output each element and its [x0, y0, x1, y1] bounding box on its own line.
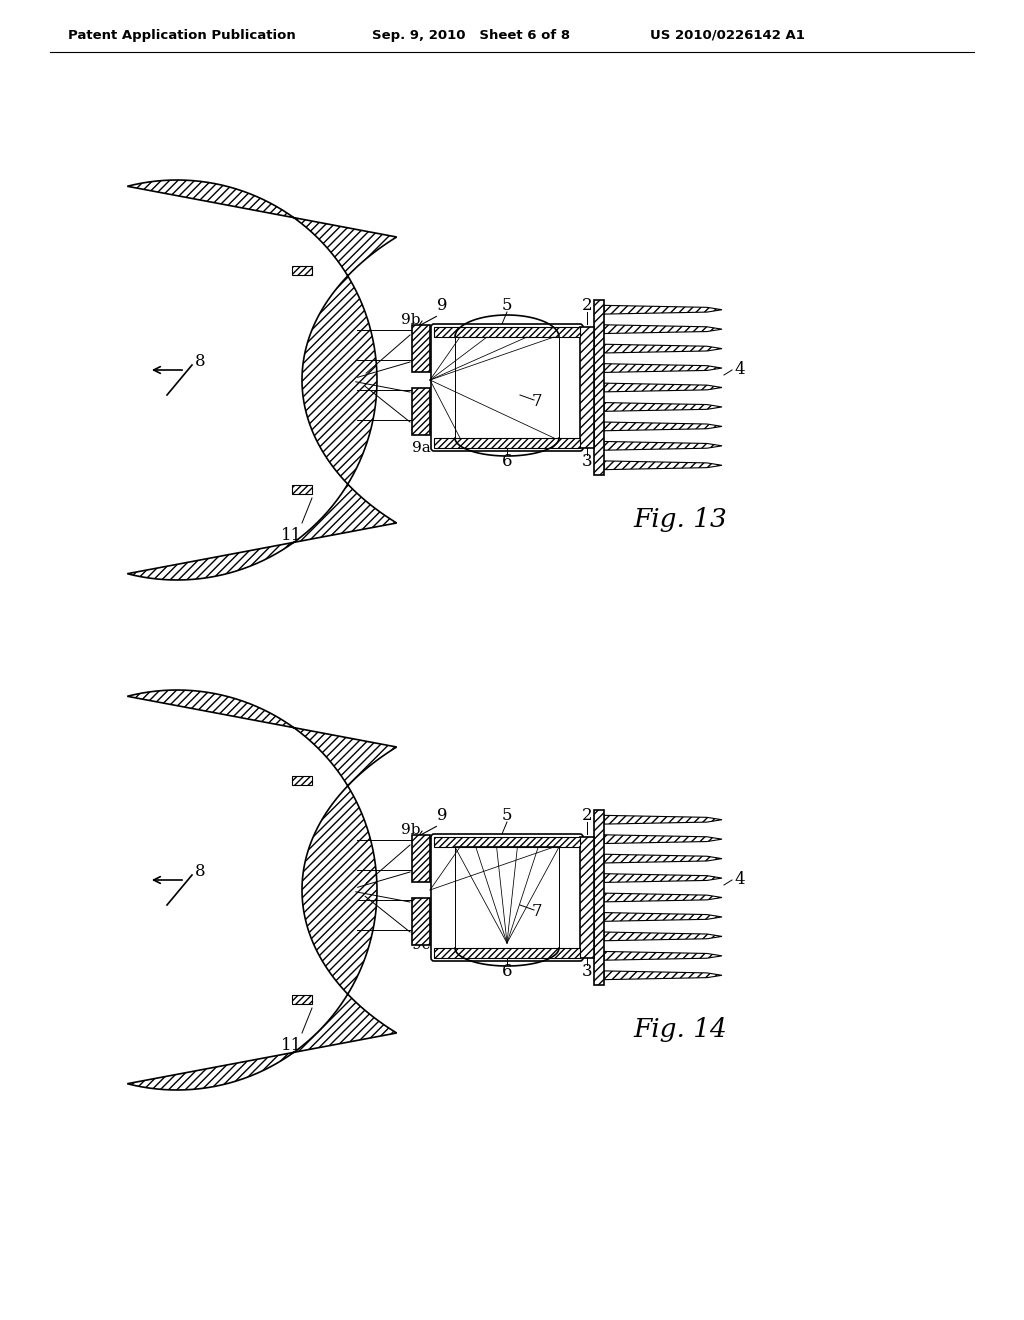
Text: 4: 4	[734, 871, 744, 888]
Text: 8: 8	[195, 863, 206, 880]
Text: 9c: 9c	[412, 939, 430, 952]
Bar	[292, 994, 312, 1003]
Text: 5: 5	[502, 297, 512, 314]
Text: 3: 3	[582, 454, 592, 470]
Polygon shape	[604, 972, 722, 979]
Bar	[412, 388, 430, 436]
Polygon shape	[604, 383, 722, 392]
Polygon shape	[604, 816, 722, 824]
Text: 6: 6	[502, 454, 512, 470]
Text: 9b: 9b	[400, 313, 420, 327]
Text: Fig. 13: Fig. 13	[633, 507, 727, 532]
Bar	[580, 837, 594, 958]
Bar	[434, 837, 580, 847]
Bar	[434, 438, 580, 447]
Bar	[412, 898, 430, 945]
Polygon shape	[127, 180, 396, 579]
Bar	[292, 776, 312, 785]
Bar	[292, 484, 312, 494]
Bar	[292, 267, 312, 276]
Text: 2: 2	[582, 297, 592, 314]
Polygon shape	[604, 422, 722, 430]
Text: 5: 5	[502, 807, 512, 824]
Text: 3: 3	[582, 964, 592, 981]
Text: US 2010/0226142 A1: US 2010/0226142 A1	[650, 29, 805, 41]
Bar	[412, 325, 430, 372]
Polygon shape	[604, 932, 722, 941]
Polygon shape	[604, 912, 722, 921]
Text: 6: 6	[502, 964, 512, 981]
Bar	[434, 948, 580, 958]
Text: 9: 9	[437, 297, 447, 314]
Text: Patent Application Publication: Patent Application Publication	[68, 29, 296, 41]
Text: 4: 4	[734, 362, 744, 379]
Polygon shape	[604, 461, 722, 470]
Polygon shape	[604, 952, 722, 960]
Polygon shape	[604, 325, 722, 334]
Text: 2: 2	[582, 807, 592, 824]
Bar	[580, 327, 594, 447]
Bar	[412, 836, 430, 882]
Bar	[594, 300, 604, 475]
Polygon shape	[604, 894, 722, 902]
Text: 7: 7	[531, 393, 543, 411]
Bar	[434, 327, 580, 337]
Polygon shape	[604, 345, 722, 352]
Polygon shape	[604, 441, 722, 450]
Text: 9: 9	[437, 807, 447, 824]
Polygon shape	[604, 874, 722, 883]
Polygon shape	[127, 690, 396, 1090]
Bar	[594, 810, 604, 985]
Polygon shape	[604, 305, 722, 314]
Text: Sep. 9, 2010   Sheet 6 of 8: Sep. 9, 2010 Sheet 6 of 8	[372, 29, 570, 41]
Text: 11: 11	[282, 527, 303, 544]
FancyBboxPatch shape	[431, 834, 583, 961]
Text: 9a: 9a	[412, 441, 431, 455]
Polygon shape	[604, 854, 722, 863]
Text: Fig. 14: Fig. 14	[633, 1018, 727, 1043]
Text: 8: 8	[195, 354, 206, 371]
FancyBboxPatch shape	[431, 323, 583, 451]
Polygon shape	[604, 403, 722, 412]
Polygon shape	[604, 834, 722, 843]
Text: 11: 11	[282, 1036, 303, 1053]
Text: 9b: 9b	[400, 822, 420, 837]
Polygon shape	[604, 364, 722, 372]
Text: 7: 7	[531, 903, 543, 920]
